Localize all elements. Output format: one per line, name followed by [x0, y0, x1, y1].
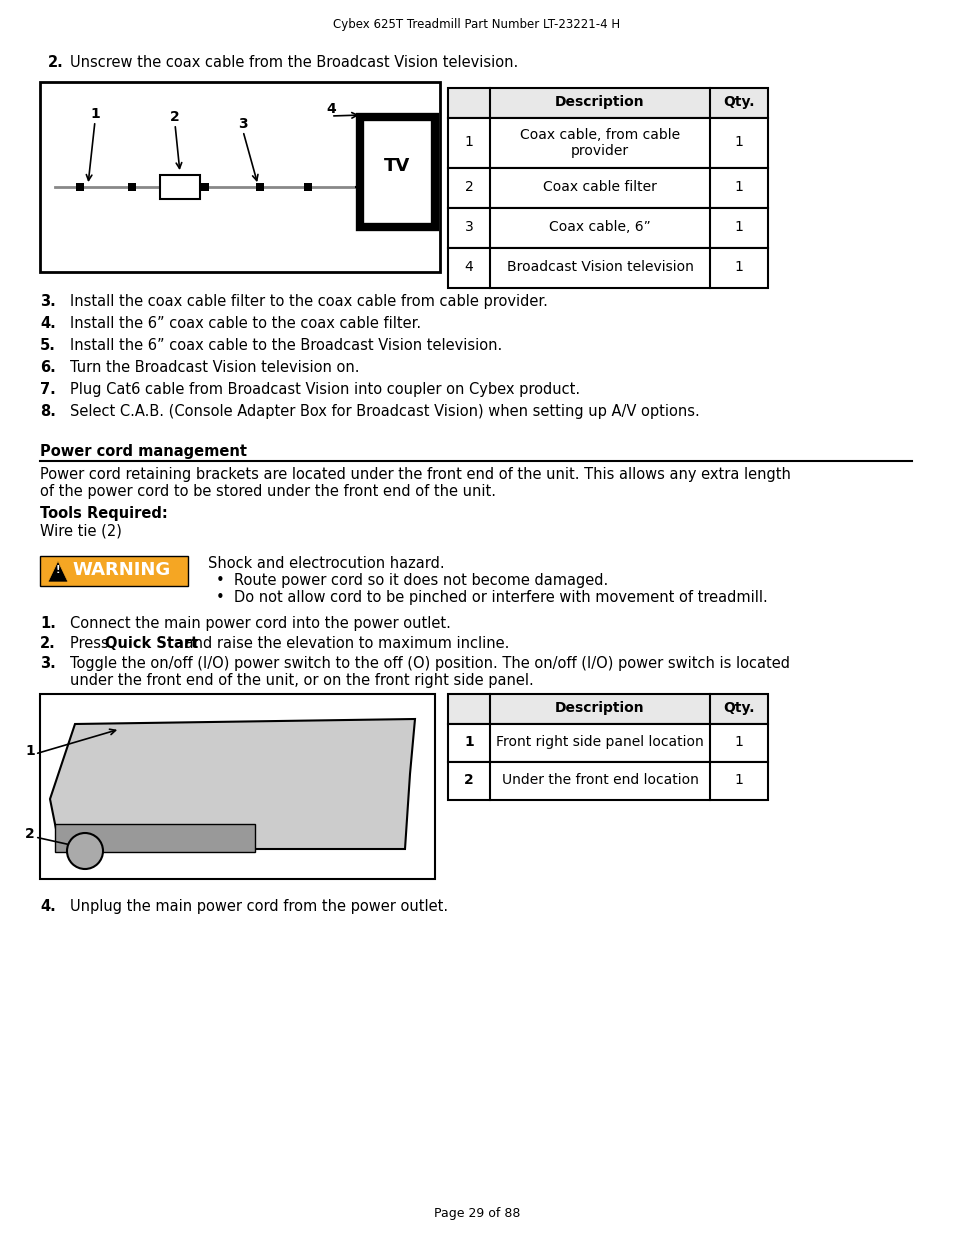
Text: TV: TV	[384, 157, 410, 175]
Text: Plug Cat6 cable from Broadcast Vision into coupler on Cybex product.: Plug Cat6 cable from Broadcast Vision in…	[70, 382, 579, 396]
Text: Broadcast Vision television: Broadcast Vision television	[506, 261, 693, 274]
Text: 4.: 4.	[40, 316, 55, 331]
Text: 1: 1	[90, 107, 100, 121]
Text: 3.: 3.	[40, 656, 55, 671]
Text: 1: 1	[734, 261, 742, 274]
Bar	[448, 248, 767, 288]
Text: 2.: 2.	[48, 56, 64, 70]
Text: Front right side panel location: Front right side panel location	[496, 735, 703, 748]
Bar	[448, 119, 767, 168]
Text: WARNING: WARNING	[71, 561, 170, 579]
Text: Under the front end location: Under the front end location	[501, 773, 698, 787]
Text: Turn the Broadcast Vision television on.: Turn the Broadcast Vision television on.	[70, 359, 359, 375]
Text: !: !	[55, 564, 60, 576]
Text: Description: Description	[555, 95, 644, 109]
Text: Qty.: Qty.	[722, 701, 754, 715]
Text: Qty.: Qty.	[722, 95, 754, 109]
Bar	[448, 724, 767, 762]
Text: Description: Description	[555, 701, 644, 715]
Text: Install the 6” coax cable to the coax cable filter.: Install the 6” coax cable to the coax ca…	[70, 316, 420, 331]
Bar	[448, 694, 767, 724]
Bar	[201, 183, 209, 191]
Text: Cybex 625T Treadmill Part Number LT-23221-4 H: Cybex 625T Treadmill Part Number LT-2322…	[334, 19, 619, 31]
Text: 8.: 8.	[40, 404, 56, 419]
Text: Page 29 of 88: Page 29 of 88	[434, 1207, 519, 1220]
Text: 4.: 4.	[40, 899, 55, 914]
Text: 4: 4	[326, 103, 335, 116]
Text: Power cord management: Power cord management	[40, 445, 247, 459]
Text: 2.: 2.	[40, 636, 55, 651]
Bar	[76, 183, 84, 191]
Text: Quick Start: Quick Start	[105, 636, 198, 651]
Text: 1: 1	[464, 135, 473, 149]
Text: 3.: 3.	[40, 294, 55, 309]
Bar	[40, 82, 439, 272]
Bar	[448, 168, 767, 207]
Text: 1: 1	[734, 135, 742, 149]
Text: Shock and electrocution hazard.: Shock and electrocution hazard.	[208, 556, 444, 571]
Text: Unplug the main power cord from the power outlet.: Unplug the main power cord from the powe…	[70, 899, 448, 914]
Text: 1: 1	[25, 743, 34, 758]
Bar	[448, 762, 767, 800]
Text: Toggle the on/off (I/O) power switch to the off (O) position. The on/off (I/O) p: Toggle the on/off (I/O) power switch to …	[70, 656, 789, 671]
Text: 5.: 5.	[40, 338, 56, 353]
Text: 6.: 6.	[40, 359, 55, 375]
Text: 1: 1	[734, 735, 742, 748]
Polygon shape	[48, 561, 68, 582]
Text: 2: 2	[464, 180, 473, 194]
Text: •  Route power cord so it does not become damaged.: • Route power cord so it does not become…	[215, 573, 608, 588]
Bar	[448, 207, 767, 248]
Text: provider: provider	[570, 144, 628, 158]
Text: of the power cord to be stored under the front end of the unit.: of the power cord to be stored under the…	[40, 484, 496, 499]
Text: Install the 6” coax cable to the Broadcast Vision television.: Install the 6” coax cable to the Broadca…	[70, 338, 501, 353]
Text: Press: Press	[70, 636, 113, 651]
Text: Connect the main power cord into the power outlet.: Connect the main power cord into the pow…	[70, 616, 451, 631]
Text: Coax cable filter: Coax cable filter	[542, 180, 657, 194]
Text: 2: 2	[25, 827, 34, 841]
Bar	[160, 175, 200, 199]
Text: Coax cable, 6”: Coax cable, 6”	[549, 220, 650, 233]
Text: •  Do not allow cord to be pinched or interfere with movement of treadmill.: • Do not allow cord to be pinched or int…	[215, 590, 767, 605]
Text: 7.: 7.	[40, 382, 55, 396]
Text: Unscrew the coax cable from the Broadcast Vision television.: Unscrew the coax cable from the Broadcas…	[70, 56, 517, 70]
Bar	[255, 183, 264, 191]
Text: 1: 1	[734, 180, 742, 194]
Text: Coax cable, from cable: Coax cable, from cable	[519, 128, 679, 142]
Text: Power cord retaining brackets are located under the front end of the unit. This : Power cord retaining brackets are locate…	[40, 467, 790, 482]
Text: 2: 2	[464, 773, 474, 787]
Bar	[40, 556, 188, 585]
Text: 4: 4	[464, 261, 473, 274]
Text: Select C.A.B. (Console Adapter Box for Broadcast Vision) when setting up A/V opt: Select C.A.B. (Console Adapter Box for B…	[70, 404, 699, 419]
Bar	[448, 88, 767, 119]
Text: 1.: 1.	[40, 616, 56, 631]
Polygon shape	[50, 719, 415, 848]
Bar	[128, 183, 136, 191]
Bar	[55, 824, 254, 852]
Text: 1: 1	[734, 773, 742, 787]
Text: 2: 2	[170, 110, 179, 124]
Text: 3: 3	[237, 117, 248, 131]
Text: Tools Required:: Tools Required:	[40, 506, 168, 521]
Bar	[359, 117, 435, 227]
Bar	[40, 694, 435, 879]
Text: Install the coax cable filter to the coax cable from cable provider.: Install the coax cable filter to the coa…	[70, 294, 547, 309]
Text: and raise the elevation to maximum incline.: and raise the elevation to maximum incli…	[180, 636, 509, 651]
Text: 1: 1	[734, 220, 742, 233]
Circle shape	[67, 832, 103, 869]
Text: 3: 3	[464, 220, 473, 233]
Text: 1: 1	[464, 735, 474, 748]
Bar	[304, 183, 312, 191]
Text: under the front end of the unit, or on the front right side panel.: under the front end of the unit, or on t…	[70, 673, 533, 688]
Text: Wire tie (2): Wire tie (2)	[40, 524, 122, 538]
